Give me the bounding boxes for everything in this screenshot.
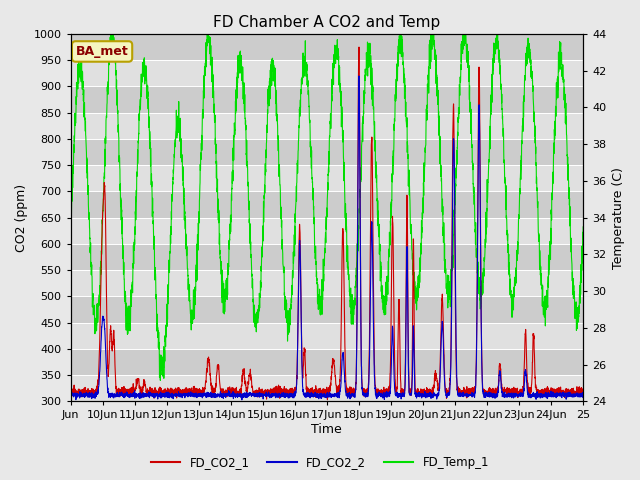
Bar	[70, 323, 583, 349]
FD_CO2_2	[501, 393, 509, 398]
FD_CO2_2	[574, 390, 582, 396]
FD_CO2_1	[324, 397, 332, 403]
Bar	[70, 192, 583, 217]
X-axis label: Time: Time	[312, 423, 342, 436]
Legend: FD_CO2_1, FD_CO2_2, FD_Temp_1: FD_CO2_1, FD_CO2_2, FD_Temp_1	[146, 452, 494, 474]
FD_Temp_1	[579, 224, 587, 230]
FD_CO2_2	[579, 392, 587, 398]
Bar	[70, 34, 583, 60]
Bar	[70, 375, 583, 401]
FD_CO2_2	[355, 73, 363, 79]
Bar	[70, 86, 583, 113]
Bar	[70, 217, 583, 244]
Line: FD_Temp_1: FD_Temp_1	[70, 34, 583, 380]
FD_Temp_1	[172, 129, 180, 134]
FD_CO2_2	[238, 397, 246, 403]
Line: FD_CO2_2: FD_CO2_2	[70, 76, 583, 400]
Bar	[70, 60, 583, 86]
FD_Temp_1	[470, 192, 478, 198]
FD_CO2_1	[579, 388, 587, 394]
Bar	[70, 349, 583, 375]
FD_CO2_2	[67, 395, 74, 401]
Text: BA_met: BA_met	[76, 45, 129, 58]
FD_Temp_1	[438, 189, 445, 195]
FD_CO2_2	[393, 393, 401, 399]
Bar	[70, 270, 583, 297]
FD_Temp_1	[67, 231, 74, 237]
FD_Temp_1	[574, 309, 582, 315]
FD_CO2_2	[470, 392, 478, 397]
FD_CO2_1	[501, 387, 509, 393]
FD_CO2_2	[172, 394, 179, 399]
FD_CO2_1	[355, 44, 363, 50]
FD_Temp_1	[501, 179, 509, 184]
FD_Temp_1	[393, 78, 401, 84]
FD_Temp_1	[156, 377, 164, 383]
FD_Temp_1	[107, 31, 115, 37]
Bar	[70, 113, 583, 139]
FD_CO2_1	[574, 389, 582, 395]
FD_CO2_1	[67, 389, 74, 395]
FD_CO2_1	[438, 301, 445, 307]
Bar	[70, 244, 583, 270]
Y-axis label: Temperature (C): Temperature (C)	[612, 167, 625, 269]
Y-axis label: CO2 (ppm): CO2 (ppm)	[15, 184, 28, 252]
Bar	[70, 139, 583, 165]
FD_CO2_1	[470, 386, 478, 392]
Bar	[70, 297, 583, 323]
FD_CO2_2	[438, 326, 445, 332]
FD_CO2_1	[172, 385, 179, 391]
FD_CO2_1	[393, 389, 401, 395]
Title: FD Chamber A CO2 and Temp: FD Chamber A CO2 and Temp	[213, 15, 440, 30]
Line: FD_CO2_1: FD_CO2_1	[70, 47, 583, 400]
Bar	[70, 165, 583, 192]
